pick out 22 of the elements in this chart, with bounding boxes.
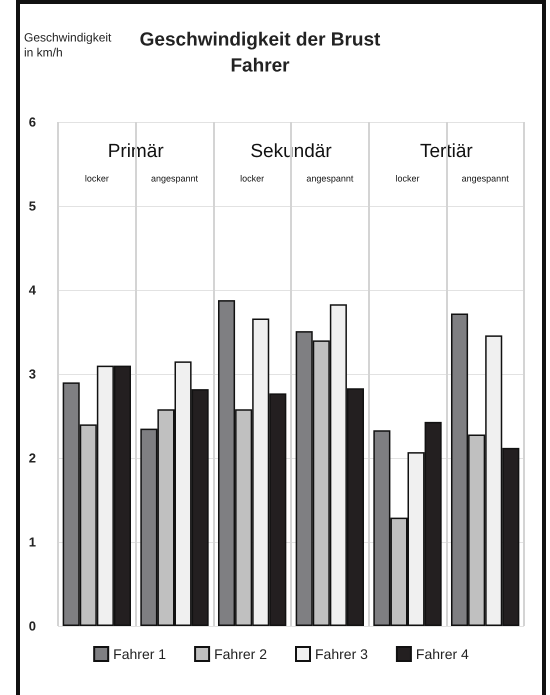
y-tick-label: 2 xyxy=(28,450,36,466)
y-tick-label: 5 xyxy=(28,198,36,214)
annotation: Sekundär xyxy=(250,141,332,162)
x-tick-label: locker xyxy=(240,174,264,184)
y-axis-title: Geschwindigkeit in km/h xyxy=(24,30,112,60)
x-tick-label: locker xyxy=(84,174,109,184)
legend-label: Fahrer 4 xyxy=(416,646,470,662)
x-tick-label: angespannt xyxy=(462,174,510,184)
y-tick-label: 1 xyxy=(28,534,36,550)
legend-label: Fahrer 3 xyxy=(315,646,368,662)
chart-title: Geschwindigkeit der Brust Fahrer xyxy=(140,30,382,76)
y-tick-label: 4 xyxy=(28,282,37,298)
y-tick-label: 0 xyxy=(28,618,36,634)
annotation: Primär xyxy=(108,141,164,162)
y-tick-label: 3 xyxy=(28,366,36,382)
legend-label: Fahrer 1 xyxy=(113,646,166,662)
annotation: Tertiär xyxy=(420,141,474,162)
legend-label: Fahrer 2 xyxy=(214,646,268,662)
y-tick-label: 6 xyxy=(28,114,36,130)
x-tick-label: angespannt xyxy=(150,174,199,184)
x-tick-label: locker xyxy=(395,174,420,184)
x-tick-label: angespannt xyxy=(306,174,354,184)
